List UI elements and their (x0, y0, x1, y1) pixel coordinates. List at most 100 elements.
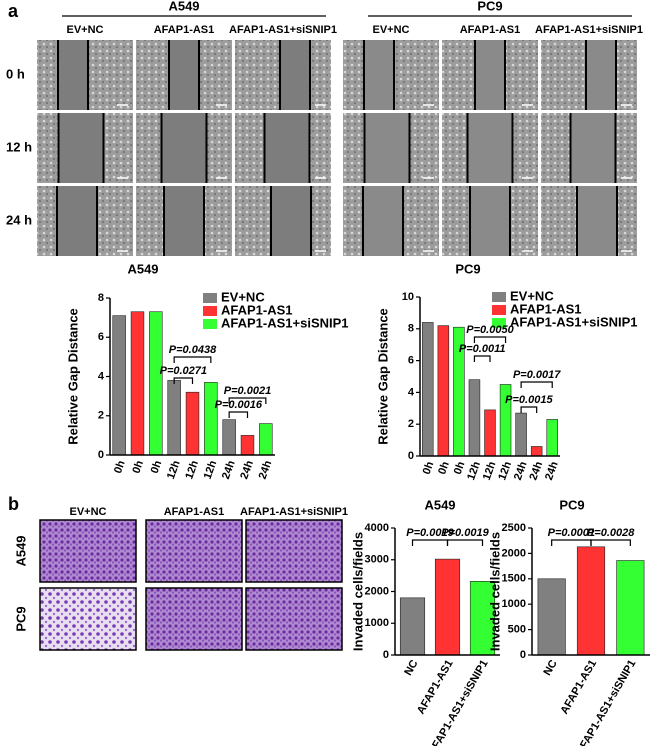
y-tick-label: 0 (98, 449, 104, 461)
bar (185, 391, 200, 456)
legend-swatch (492, 318, 506, 328)
p-value: P=0.0011 (459, 343, 506, 355)
bar (576, 546, 606, 656)
bar (130, 311, 145, 456)
y-tick-label: 500 (508, 624, 526, 636)
transwell-image (39, 519, 137, 583)
panel-label: b (8, 494, 19, 514)
bar (530, 446, 543, 457)
wound-gap (364, 40, 394, 110)
p-value: P=0.0017 (513, 369, 561, 381)
y-tick-label: 10 (402, 291, 414, 303)
y-axis-label: Relative Gap Distance (65, 308, 80, 445)
x-tick-label: 24h (238, 459, 256, 481)
bar (515, 412, 527, 457)
legend-label: EV+NC (221, 289, 265, 304)
legend-label: AFAP1-AS1+siSNIP1 (221, 315, 349, 330)
group-title: PC9 (477, 0, 502, 13)
bar (616, 560, 645, 656)
chart-title: A549 (424, 497, 455, 512)
x-tick-label: 12h (183, 459, 201, 481)
p-value: P=0.0438 (169, 344, 217, 356)
x-tick-label: AFAP1-AS1+siSNIP1 (426, 658, 490, 746)
p-value: P=0.0050 (466, 324, 514, 336)
wound-gap (586, 40, 616, 110)
significance-bracket (228, 397, 267, 404)
y-tick-label: 0 (520, 649, 526, 661)
y-tick-label: 0 (408, 450, 414, 462)
significance-bracket (228, 411, 249, 418)
bar (204, 382, 218, 456)
wound-gap (169, 40, 199, 110)
column-header: AFAP1-AS1+siSNIP1 (535, 24, 643, 36)
wound-gap (364, 113, 410, 183)
wound-gap (363, 186, 403, 256)
x-tick-label: 0h (112, 459, 128, 475)
bar (112, 315, 126, 456)
x-tick-label: AFAP1-AS1 (558, 658, 599, 716)
significance-bracket (173, 377, 194, 384)
p-value: P=0.0019 (406, 527, 454, 539)
y-tick-label: 2000 (502, 547, 526, 559)
significance-bracket (173, 356, 212, 363)
panel-label: a (8, 1, 19, 21)
y-axis-label: Invaded cells/fields (487, 532, 502, 651)
bar (149, 311, 163, 456)
bar (484, 409, 496, 457)
wound-gap (164, 186, 204, 256)
row-label: 24 h (6, 212, 32, 227)
y-tick-label: 2500 (502, 522, 526, 534)
y-axis-label: Invaded cells/fields (350, 532, 365, 651)
bar (434, 558, 461, 656)
column-header: AFAP1-AS1 (164, 506, 225, 518)
y-tick-label: 0 (383, 649, 389, 661)
wound-gap (475, 40, 505, 110)
group-title: A549 (168, 0, 199, 13)
p-value: P=0.0019 (441, 527, 489, 539)
legend-swatch (203, 306, 217, 316)
legend-label: AFAP1-AS1+siSNIP1 (510, 314, 638, 329)
y-tick-label: 1000 (365, 617, 389, 629)
column-header: EV+NC (70, 506, 107, 518)
x-tick-label: 0h (421, 460, 437, 476)
significance-bracket (446, 539, 484, 546)
y-tick-label: 1000 (502, 598, 526, 610)
x-tick-label: 0h (149, 459, 165, 475)
row-label: 0 h (6, 66, 25, 81)
bar (167, 380, 181, 456)
wound-gap (577, 186, 617, 256)
bar (222, 419, 236, 456)
p-value: P=0.0015 (505, 394, 553, 406)
x-tick-label: 0h (452, 460, 468, 476)
bar (546, 419, 558, 457)
significance-bracket (520, 381, 553, 388)
transwell-image (145, 519, 243, 583)
significance-bracket (411, 539, 449, 546)
column-header: EV+NC (373, 24, 410, 36)
bar (469, 581, 496, 656)
x-tick-label: 24h (220, 459, 238, 481)
bar (468, 379, 481, 457)
bar (399, 597, 426, 656)
chart-title: PC9 (455, 261, 480, 276)
bar (259, 423, 273, 456)
wound-gap (264, 113, 310, 183)
x-tick-label: NC (541, 658, 559, 678)
row-label: A549 (13, 535, 28, 566)
bar (240, 435, 255, 456)
wound-gap (161, 113, 207, 183)
y-tick-label: 8 (98, 292, 104, 304)
legend-label: AFAP1-AS1 (221, 302, 293, 317)
column-header: AFAP1-AS1+siSNIP1 (240, 506, 348, 518)
column-header: AFAP1-AS1 (460, 24, 521, 36)
row-label: PC9 (13, 606, 28, 631)
y-tick-label: 4000 (365, 522, 389, 534)
x-tick-label: 0h (130, 459, 146, 475)
x-tick-label: 12h (165, 459, 183, 481)
transwell-image (145, 587, 243, 651)
column-header: AFAP1-AS1+siSNIP1 (229, 24, 337, 36)
y-tick-label: 2 (98, 410, 104, 422)
wound-gap (280, 40, 310, 110)
legend-swatch (492, 305, 506, 315)
